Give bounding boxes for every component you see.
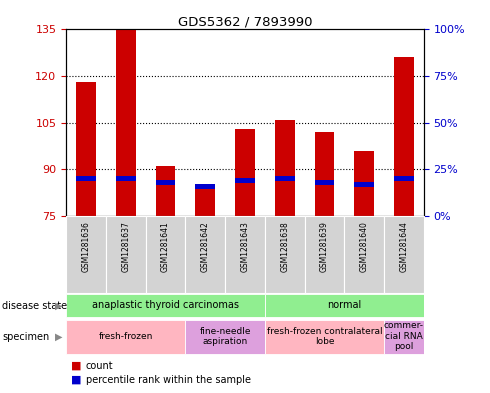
- Bar: [265, 294, 424, 317]
- Text: GSM1281643: GSM1281643: [241, 222, 249, 272]
- Text: fresh-frozen: fresh-frozen: [98, 332, 153, 341]
- Bar: [225, 216, 265, 293]
- Text: GSM1281639: GSM1281639: [320, 222, 329, 272]
- Text: normal: normal: [327, 300, 362, 310]
- Bar: [116, 29, 136, 216]
- Text: GSM1281638: GSM1281638: [280, 222, 289, 272]
- Bar: [185, 320, 265, 354]
- Text: count: count: [86, 361, 113, 371]
- Bar: [155, 166, 175, 216]
- Bar: [265, 320, 384, 354]
- Bar: [66, 294, 265, 317]
- Bar: [116, 176, 136, 181]
- Text: anaplastic thyroid carcinomas: anaplastic thyroid carcinomas: [92, 300, 239, 310]
- Text: percentile rank within the sample: percentile rank within the sample: [86, 375, 251, 385]
- Bar: [76, 176, 96, 181]
- Bar: [384, 320, 424, 354]
- Bar: [146, 216, 185, 293]
- Text: GSM1281637: GSM1281637: [121, 222, 130, 272]
- Text: commer-
cial RNA
pool: commer- cial RNA pool: [384, 321, 424, 351]
- Text: fine-needle
aspiration: fine-needle aspiration: [199, 327, 251, 346]
- Text: ▶: ▶: [55, 332, 63, 342]
- Bar: [265, 216, 305, 293]
- Bar: [155, 180, 175, 185]
- Text: ■: ■: [71, 361, 81, 371]
- Text: GSM1281636: GSM1281636: [81, 222, 91, 272]
- Text: GSM1281640: GSM1281640: [360, 222, 369, 272]
- Bar: [235, 129, 255, 216]
- Bar: [344, 216, 384, 293]
- Text: ▶: ▶: [55, 301, 63, 310]
- Bar: [315, 180, 334, 185]
- Bar: [185, 216, 225, 293]
- Text: GSM1281641: GSM1281641: [161, 222, 170, 272]
- Bar: [66, 216, 106, 293]
- Text: ■: ■: [71, 375, 81, 385]
- Bar: [394, 57, 414, 216]
- Bar: [196, 185, 215, 216]
- Bar: [394, 176, 414, 181]
- Bar: [354, 151, 374, 216]
- Text: GSM1281644: GSM1281644: [399, 222, 409, 272]
- Bar: [106, 216, 146, 293]
- Bar: [384, 216, 424, 293]
- Text: fresh-frozen contralateral
lobe: fresh-frozen contralateral lobe: [267, 327, 382, 346]
- Title: GDS5362 / 7893990: GDS5362 / 7893990: [178, 15, 312, 28]
- Bar: [354, 182, 374, 187]
- Text: specimen: specimen: [2, 332, 49, 342]
- Bar: [305, 216, 344, 293]
- Bar: [76, 83, 96, 216]
- Bar: [196, 184, 215, 189]
- Text: GSM1281642: GSM1281642: [201, 222, 210, 272]
- Bar: [315, 132, 334, 216]
- Bar: [275, 120, 294, 216]
- Bar: [275, 176, 294, 181]
- Text: disease state: disease state: [2, 301, 68, 310]
- Bar: [235, 178, 255, 183]
- Bar: [66, 320, 185, 354]
